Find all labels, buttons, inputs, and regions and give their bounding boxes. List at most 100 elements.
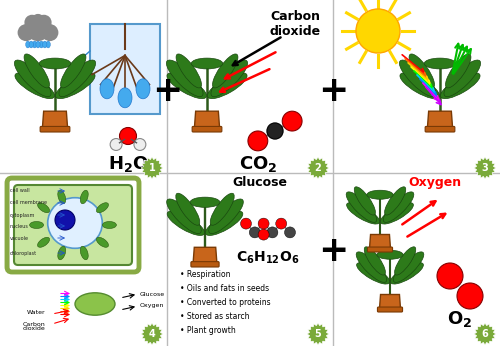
Ellipse shape	[208, 73, 247, 99]
Ellipse shape	[380, 203, 414, 224]
Text: cell wall: cell wall	[10, 189, 29, 193]
Ellipse shape	[96, 237, 108, 247]
Ellipse shape	[354, 187, 376, 215]
Ellipse shape	[356, 263, 390, 284]
Text: Water: Water	[26, 310, 45, 315]
Text: $\mathregular{O_2}$: $\mathregular{O_2}$	[448, 309, 472, 329]
Circle shape	[276, 218, 286, 229]
Text: Glucose: Glucose	[232, 176, 287, 189]
Text: cell membrane: cell membrane	[10, 200, 47, 206]
Text: 6: 6	[482, 329, 488, 339]
Ellipse shape	[191, 58, 223, 69]
Text: 2: 2	[314, 163, 322, 173]
Ellipse shape	[400, 60, 436, 97]
Ellipse shape	[377, 250, 403, 259]
Circle shape	[437, 263, 463, 289]
Ellipse shape	[75, 293, 115, 315]
Ellipse shape	[39, 58, 71, 69]
Ellipse shape	[80, 246, 88, 260]
FancyBboxPatch shape	[8, 179, 138, 271]
Circle shape	[240, 218, 252, 229]
Ellipse shape	[102, 221, 117, 228]
Text: dioxide: dioxide	[22, 327, 45, 331]
Text: • Plant growth: • Plant growth	[180, 326, 236, 335]
Ellipse shape	[100, 79, 114, 99]
FancyBboxPatch shape	[192, 126, 222, 132]
FancyBboxPatch shape	[191, 262, 219, 267]
Ellipse shape	[367, 190, 393, 199]
Ellipse shape	[212, 54, 238, 88]
Polygon shape	[474, 323, 496, 345]
FancyBboxPatch shape	[90, 24, 160, 114]
Ellipse shape	[29, 41, 34, 48]
Text: • Oils and fats in seeds: • Oils and fats in seeds	[180, 284, 269, 293]
Ellipse shape	[46, 41, 50, 48]
Text: $\mathregular{C_6H_{12}O_6}$: $\mathregular{C_6H_{12}O_6}$	[236, 250, 300, 266]
Circle shape	[267, 123, 283, 139]
Circle shape	[284, 227, 296, 238]
Polygon shape	[194, 111, 220, 128]
Circle shape	[250, 227, 260, 238]
Ellipse shape	[208, 199, 244, 234]
Ellipse shape	[190, 197, 220, 207]
Text: +: +	[152, 74, 182, 108]
Text: +: +	[318, 74, 348, 108]
Ellipse shape	[38, 237, 50, 247]
FancyBboxPatch shape	[425, 126, 455, 132]
Circle shape	[31, 14, 45, 27]
Circle shape	[110, 138, 122, 151]
Circle shape	[457, 283, 483, 309]
Ellipse shape	[400, 73, 440, 99]
Ellipse shape	[118, 88, 132, 108]
Circle shape	[120, 127, 136, 145]
Text: • Stored as starch: • Stored as starch	[180, 312, 250, 321]
Ellipse shape	[136, 79, 150, 99]
Ellipse shape	[42, 41, 47, 48]
Circle shape	[258, 229, 269, 240]
Ellipse shape	[176, 54, 202, 88]
Ellipse shape	[384, 192, 414, 222]
Ellipse shape	[96, 203, 108, 213]
Ellipse shape	[56, 73, 95, 99]
Ellipse shape	[14, 60, 51, 97]
Ellipse shape	[60, 54, 86, 88]
Ellipse shape	[409, 54, 434, 88]
Ellipse shape	[58, 190, 66, 204]
Circle shape	[248, 131, 268, 151]
Ellipse shape	[211, 60, 248, 97]
Text: vacuole: vacuole	[10, 236, 29, 240]
Text: cytoplasm: cytoplasm	[10, 212, 36, 218]
Circle shape	[258, 218, 269, 229]
Text: 3: 3	[482, 163, 488, 173]
Ellipse shape	[36, 41, 40, 48]
Text: 5: 5	[314, 329, 322, 339]
Ellipse shape	[15, 73, 54, 99]
Text: nucleus: nucleus	[10, 224, 29, 228]
Ellipse shape	[394, 252, 424, 282]
Text: • Respiration: • Respiration	[180, 270, 230, 279]
Circle shape	[42, 24, 58, 41]
Circle shape	[24, 15, 40, 30]
Circle shape	[55, 210, 75, 230]
Ellipse shape	[26, 41, 30, 48]
Polygon shape	[141, 323, 163, 345]
Ellipse shape	[346, 203, 380, 224]
Text: $\mathregular{H_2O}$: $\mathregular{H_2O}$	[108, 154, 148, 174]
Ellipse shape	[24, 54, 50, 88]
Circle shape	[356, 9, 400, 53]
FancyBboxPatch shape	[14, 185, 132, 265]
Text: +: +	[318, 234, 348, 268]
Circle shape	[282, 111, 302, 131]
Text: chloroplast: chloroplast	[10, 251, 37, 255]
Ellipse shape	[424, 58, 456, 69]
Ellipse shape	[48, 198, 102, 248]
Ellipse shape	[59, 60, 96, 97]
Ellipse shape	[210, 193, 234, 225]
FancyBboxPatch shape	[378, 307, 402, 312]
Ellipse shape	[166, 199, 202, 234]
Polygon shape	[474, 157, 496, 179]
Ellipse shape	[167, 211, 204, 235]
Ellipse shape	[167, 73, 206, 99]
Ellipse shape	[446, 54, 471, 88]
Circle shape	[18, 24, 34, 41]
